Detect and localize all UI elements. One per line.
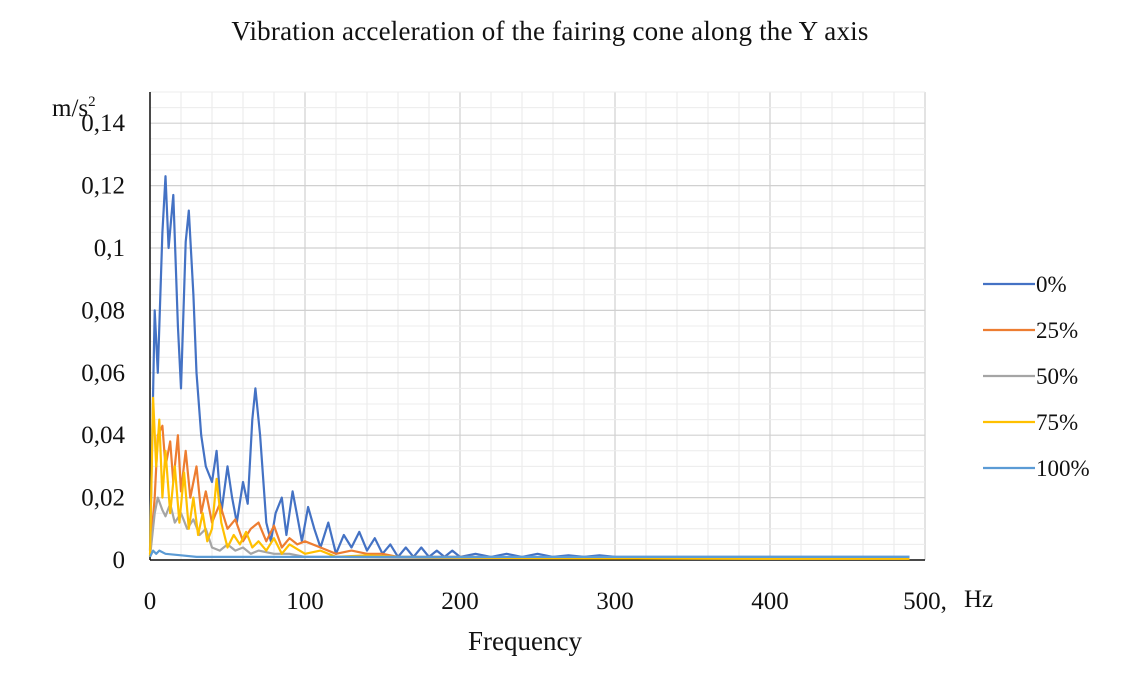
y-tick-label: 0,14 — [81, 110, 125, 137]
legend: 0% 25% 50% 75% 100% — [983, 272, 1090, 481]
x-tick-label: 500, — [903, 588, 947, 615]
y-tick-label: 0,06 — [81, 360, 125, 387]
series-line-0pct — [148, 175, 910, 559]
y-tick-label: 0,04 — [81, 422, 125, 449]
chart-title: Vibration acceleration of the fairing co… — [231, 16, 869, 46]
y-tick-label: 0,12 — [81, 173, 125, 200]
y-tick-label: 0,1 — [94, 235, 125, 262]
grid — [149, 91, 926, 561]
legend-label: 50% — [1036, 364, 1078, 389]
y-tick-label: 0,02 — [81, 485, 125, 512]
legend-label: 0% — [1036, 272, 1067, 297]
y-tick-label: 0,08 — [81, 297, 125, 324]
x-axis-label: Frequency — [468, 626, 582, 656]
series-lines — [148, 175, 910, 560]
legend-label: 75% — [1036, 410, 1078, 435]
axes — [149, 92, 925, 561]
y-axis-unit-exponent: 2 — [88, 94, 96, 110]
tick-labels: 0 100 200 300 400 500, 0 0,02 0,04 0,06 0,08 0,1 0,1… — [81, 110, 947, 615]
x-tick-label: 100 — [286, 588, 324, 615]
y-axis-unit-base: m/s — [52, 95, 89, 122]
x-tick-label: 200 — [441, 588, 479, 615]
x-tick-label: 0 — [144, 588, 157, 615]
series-line-100pct — [149, 549, 910, 559]
legend-label: 100% — [1036, 456, 1090, 481]
series-line-50pct — [148, 496, 910, 560]
x-tick-label: 400 — [751, 588, 789, 615]
series-line-75pct — [148, 396, 910, 560]
legend-label: 25% — [1036, 318, 1078, 343]
y-tick-label: 0 — [113, 547, 126, 574]
y-axis-unit: m/s2 — [52, 94, 96, 123]
x-axis-unit: Hz — [964, 586, 994, 613]
x-tick-label: 300 — [596, 588, 634, 615]
